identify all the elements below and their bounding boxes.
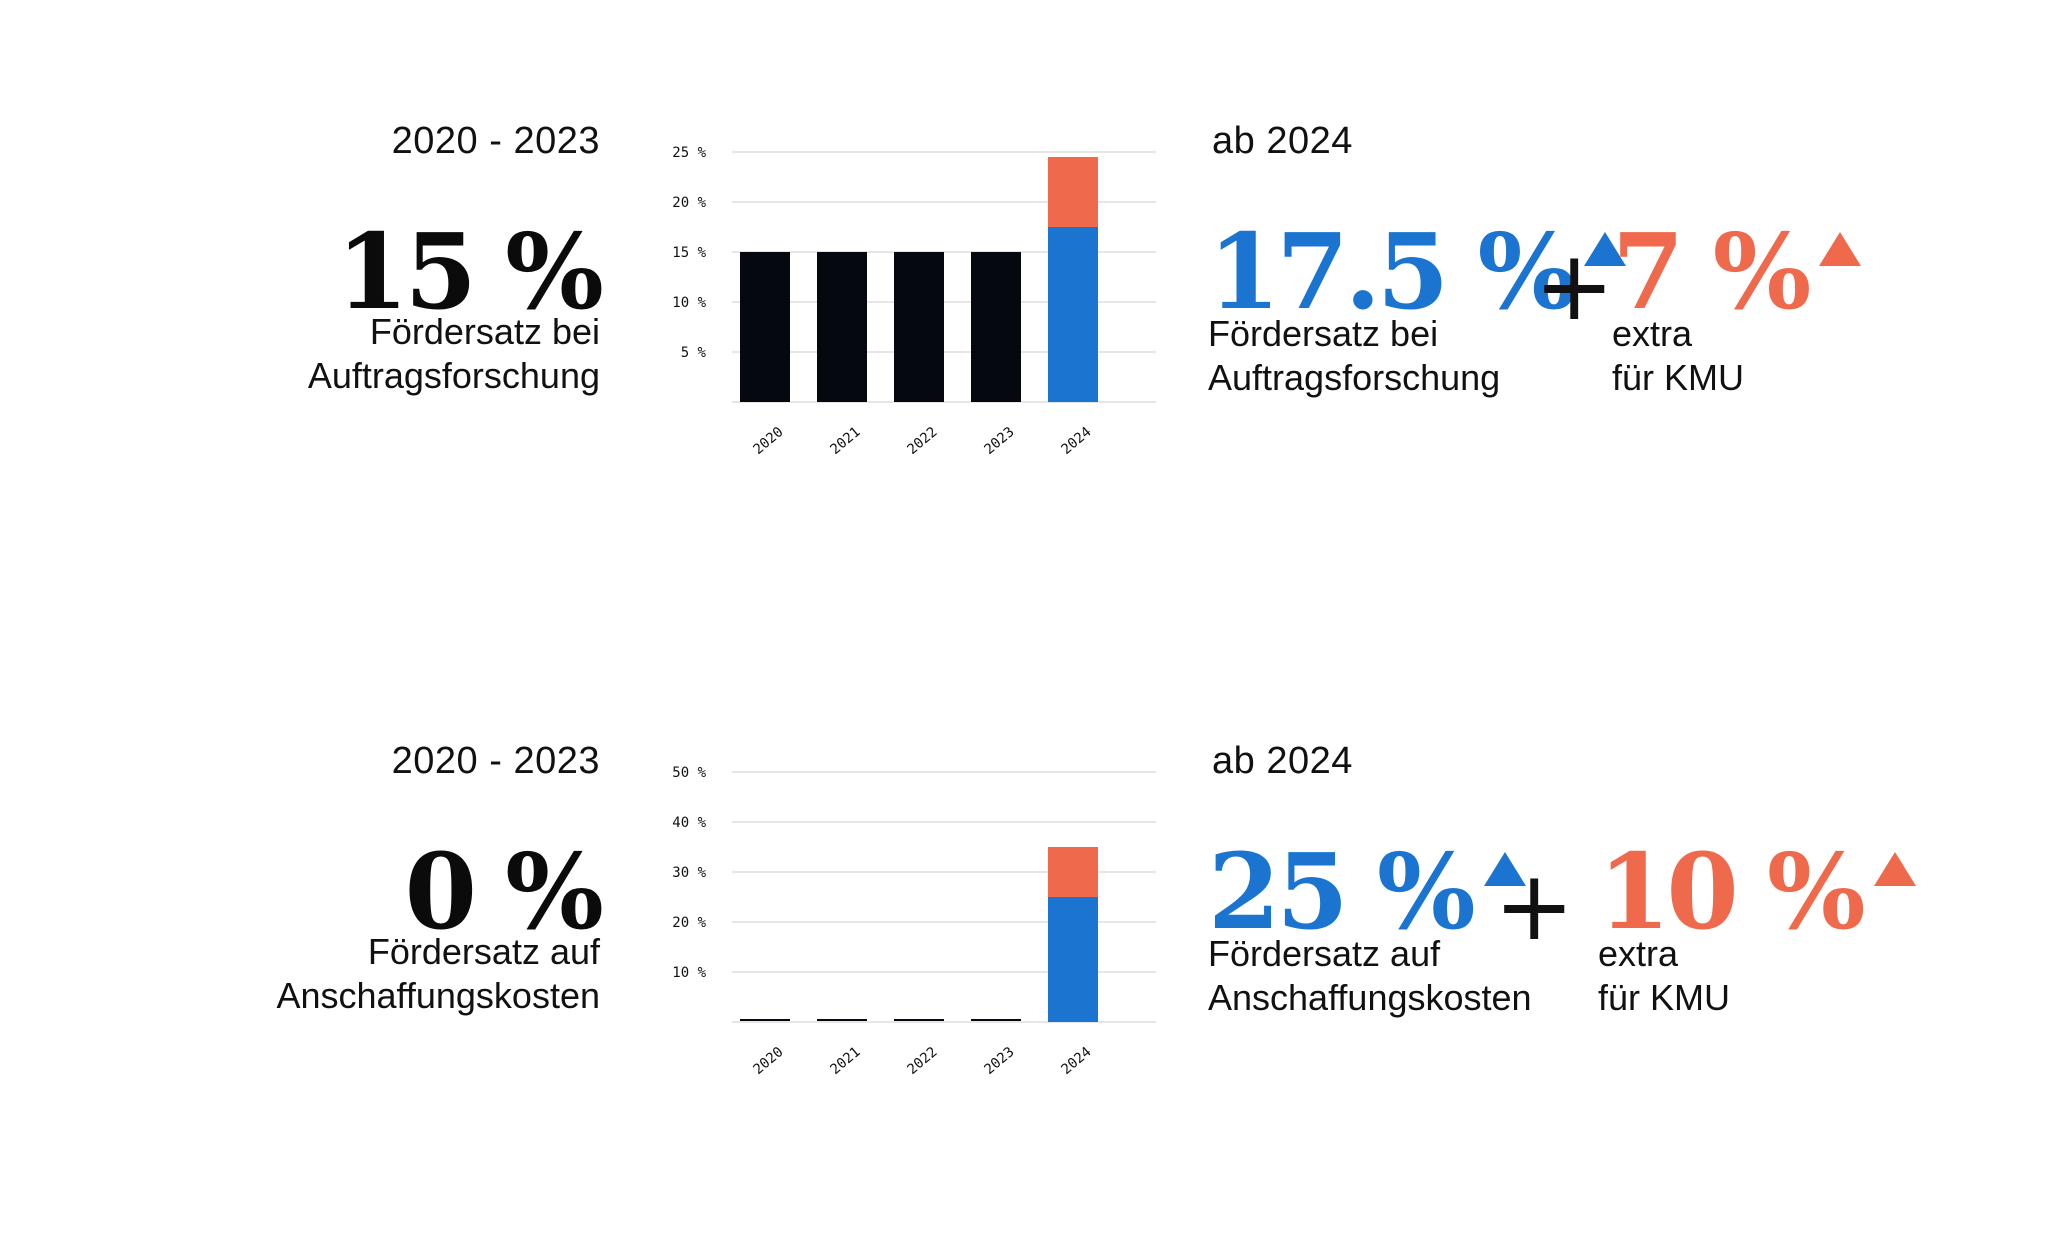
x-tick-label: 2024 (1058, 424, 1094, 458)
y-tick-label: 20 % (672, 195, 706, 211)
bar-2024 (1048, 897, 1098, 1022)
period-after: ab 2024 (1212, 740, 1353, 782)
bar-2020 (740, 252, 790, 402)
bar-chart: 5 % 10 % 15 % 20 % 25 % 2020 2021 2022 2023 2024 (660, 120, 1180, 460)
y-tick-label: 40 % (672, 815, 706, 831)
desc-before: Fördersatz bei Auftragsforschung (308, 310, 600, 398)
desc-after: Fördersatz bei Auftragsforschung (1208, 312, 1500, 400)
desc-after: Fördersatz auf Anschaffungskosten (1208, 932, 1532, 1020)
y-tick-label: 25 % (672, 145, 706, 161)
y-tick-label: 5 % (681, 345, 707, 361)
desc-after-line-1: Fördersatz bei (1208, 313, 1439, 354)
x-tick-label: 2024 (1058, 1044, 1094, 1078)
plus-sign: + (1494, 850, 1575, 962)
desc-before-line-1: Fördersatz bei (369, 311, 600, 352)
extra-desc-line-2: für KMU (1598, 977, 1731, 1018)
x-tick-label: 2020 (750, 1044, 786, 1078)
panel-auftragsforschung: 2020 - 2023 15 % Fördersatz bei Auftrags… (0, 120, 2048, 640)
y-tick-label: 15 % (672, 245, 706, 261)
y-tick-label: 30 % (672, 865, 706, 881)
extra-stat: 7 % extra für KMU (1612, 210, 1862, 398)
extra-desc-line-2: für KMU (1612, 357, 1745, 398)
rate-after: 17.5 % (1208, 210, 1576, 333)
arrow-up-icon (1584, 232, 1627, 266)
bar-2021 (817, 252, 867, 402)
bar-chart-svg: 5 % 10 % 15 % 20 % 25 % 2020 2021 2022 2023 2024 (672, 145, 1156, 458)
panel-anschaffungskosten: 2020 - 2023 0 % Fördersatz auf Anschaffu… (0, 740, 2048, 1260)
y-tick-label: 50 % (672, 765, 706, 781)
desc-after-line-2: Auftragsforschung (1208, 357, 1501, 398)
bar-chart: 10 % 20 % 30 % 40 % 50 % 2020 2021 2022 2023 2024 (660, 740, 1180, 1080)
x-tick-label: 2022 (904, 424, 940, 458)
extra-rate: 7 % (1612, 210, 1811, 333)
bar-chart-svg: 10 % 20 % 30 % 40 % 50 % 2020 2021 2022 2023 2024 (672, 765, 1156, 1078)
rate-before: 15 % (336, 210, 604, 333)
plus-sign: + (1534, 230, 1615, 342)
extra-desc: extra für KMU (1598, 932, 1730, 1020)
y-tick-label: 10 % (672, 965, 706, 981)
x-tick-label: 2020 (750, 424, 786, 458)
bar-2023 (971, 252, 1021, 402)
x-tick-label: 2021 (827, 1044, 863, 1078)
arrow-up-icon (1873, 852, 1916, 886)
bar-2022 (894, 252, 944, 402)
bar-2020 (740, 1019, 790, 1021)
y-tick-label: 20 % (672, 915, 706, 931)
bar-2024 (1048, 227, 1098, 402)
bar-2024 (1048, 157, 1098, 227)
desc-before-line-1: Fördersatz auf (367, 931, 600, 972)
extra-desc-line-1: extra (1598, 933, 1679, 974)
desc-after-line-2: Anschaffungskosten (1208, 977, 1532, 1018)
x-tick-label: 2023 (981, 1044, 1017, 1078)
bar-2022 (894, 1019, 944, 1021)
rate-after: 25 % (1208, 830, 1476, 953)
x-tick-label: 2021 (827, 424, 863, 458)
arrow-up-icon (1483, 852, 1526, 886)
bar-2023 (971, 1019, 1021, 1021)
rate-after-stat: 25 % Fördersatz auf Anschaffungskosten (1208, 830, 1532, 1019)
x-tick-label: 2023 (981, 424, 1017, 458)
arrow-up-icon (1819, 232, 1862, 266)
period-after: ab 2024 (1212, 120, 1353, 162)
rate-after-stat: 17.5 % Fördersatz bei Auftragsforschung (1208, 210, 1627, 398)
desc-after-line-1: Fördersatz auf (1208, 933, 1441, 974)
desc-before-line-2: Auftragsforschung (307, 355, 600, 396)
period-before: 2020 - 2023 (391, 740, 600, 782)
extra-desc-line-1: extra (1612, 313, 1693, 354)
extra-desc: extra für KMU (1612, 312, 1744, 400)
desc-before: Fördersatz auf Anschaffungskosten (276, 930, 600, 1018)
extra-rate: 10 % (1598, 830, 1866, 953)
bar-2021 (817, 1019, 867, 1021)
y-tick-label: 10 % (672, 295, 706, 311)
bar-2024 (1048, 847, 1098, 897)
rate-before: 0 % (404, 830, 604, 953)
x-tick-label: 2022 (904, 1044, 940, 1078)
desc-before-line-2: Anschaffungskosten (276, 975, 600, 1016)
extra-stat: 10 % extra für KMU (1598, 830, 1916, 1018)
period-before: 2020 - 2023 (391, 120, 600, 162)
